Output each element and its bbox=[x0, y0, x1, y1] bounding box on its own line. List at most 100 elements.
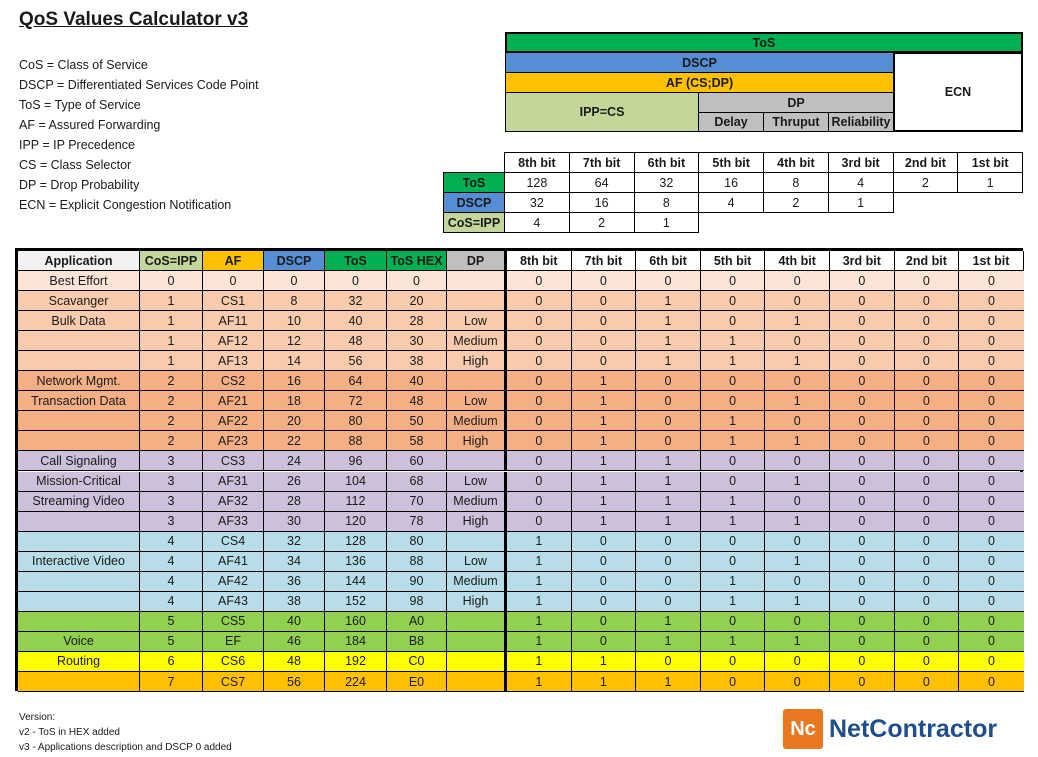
table-cell: 12 bbox=[264, 331, 325, 352]
column-header: 8th bit bbox=[507, 251, 572, 271]
table-cell: AF12 bbox=[203, 331, 264, 352]
table-cell: 88 bbox=[387, 551, 447, 572]
table-cell: 1 bbox=[700, 591, 766, 612]
table-cell: 0 bbox=[830, 672, 895, 693]
table-cell: 5 bbox=[140, 611, 203, 632]
application-cell bbox=[18, 511, 140, 532]
legend-item: ECN = Explicit Congestion Notification bbox=[19, 198, 232, 212]
application-cell: Network Mgmt. bbox=[18, 371, 140, 392]
weight-value: 4 bbox=[504, 212, 570, 233]
table-cell: 0 bbox=[894, 571, 960, 592]
table-cell: 0 bbox=[830, 391, 895, 412]
table-cell: 120 bbox=[325, 511, 387, 532]
table-cell: AF21 bbox=[203, 391, 264, 412]
table-cell: 0 bbox=[507, 371, 572, 392]
table-cell: High bbox=[447, 431, 507, 452]
weight-value: 1 bbox=[827, 192, 894, 213]
table-cell: 0 bbox=[700, 391, 766, 412]
table-cell: 1 bbox=[636, 451, 701, 472]
table-cell bbox=[447, 271, 507, 292]
table-cell: 0 bbox=[325, 271, 387, 292]
table-cell: AF22 bbox=[203, 411, 264, 432]
table-cell: 0 bbox=[507, 411, 572, 432]
diagram-dscp: DSCP bbox=[505, 52, 894, 73]
table-cell: 0 bbox=[959, 491, 1024, 512]
table-cell: 0 bbox=[507, 431, 572, 452]
table-cell: 1 bbox=[636, 471, 701, 492]
table-cell: 0 bbox=[830, 311, 895, 332]
table-cell: 0 bbox=[765, 651, 830, 672]
application-cell: Scavanger bbox=[18, 291, 140, 312]
table-cell: 0 bbox=[203, 271, 264, 292]
application-cell: Transaction Data bbox=[18, 391, 140, 412]
table-cell: 28 bbox=[387, 311, 447, 332]
table-cell: 0 bbox=[507, 311, 572, 332]
table-cell: 0 bbox=[700, 531, 766, 552]
table-cell: Medium bbox=[447, 571, 507, 592]
table-cell: 0 bbox=[765, 271, 830, 292]
table-cell: 58 bbox=[387, 431, 447, 452]
table-cell: 7 bbox=[140, 672, 203, 693]
table-cell: 0 bbox=[894, 271, 960, 292]
application-cell bbox=[18, 591, 140, 612]
table-cell: 1 bbox=[765, 351, 830, 372]
table-cell: 24 bbox=[264, 451, 325, 472]
table-cell: 1 bbox=[636, 331, 701, 352]
application-cell bbox=[18, 351, 140, 372]
table-cell: Low bbox=[447, 551, 507, 572]
table-cell: 2 bbox=[140, 391, 203, 412]
application-cell bbox=[18, 571, 140, 592]
table-cell: 0 bbox=[264, 271, 325, 292]
table-cell: 14 bbox=[264, 351, 325, 372]
table-cell: 0 bbox=[571, 551, 637, 572]
table-cell: 1 bbox=[700, 351, 766, 372]
table-cell: 96 bbox=[325, 451, 387, 472]
table-cell: CS6 bbox=[203, 651, 264, 672]
column-header: Application bbox=[18, 251, 140, 271]
table-cell bbox=[447, 291, 507, 312]
table-cell: 3 bbox=[140, 451, 203, 472]
table-cell: 1 bbox=[636, 291, 701, 312]
table-cell: 1 bbox=[765, 631, 830, 652]
table-cell: 0 bbox=[571, 351, 637, 372]
application-cell: Streaming Video bbox=[18, 491, 140, 512]
table-cell: 40 bbox=[325, 311, 387, 332]
table-cell: 0 bbox=[959, 411, 1024, 432]
table-cell: 4 bbox=[140, 571, 203, 592]
table-cell: 0 bbox=[959, 391, 1024, 412]
table-cell: 1 bbox=[140, 331, 203, 352]
table-cell: 0 bbox=[894, 391, 960, 412]
table-cell: 0 bbox=[959, 311, 1024, 332]
table-cell: B8 bbox=[387, 631, 447, 652]
table-cell: 1 bbox=[507, 571, 572, 592]
table-cell: 0 bbox=[765, 672, 830, 693]
table-cell: 1 bbox=[765, 591, 830, 612]
table-cell: 0 bbox=[894, 371, 960, 392]
bit-header: 2nd bit bbox=[892, 152, 959, 173]
table-cell: 0 bbox=[830, 591, 895, 612]
table-cell: 1 bbox=[636, 511, 701, 532]
legend-item: ToS = Type of Service bbox=[19, 98, 141, 112]
diagram-thruput: Thruput bbox=[763, 112, 829, 132]
table-cell: 1 bbox=[507, 672, 572, 693]
table-cell: 26 bbox=[264, 471, 325, 492]
column-header: 5th bit bbox=[700, 251, 766, 271]
table-cell: 60 bbox=[387, 451, 447, 472]
table-cell: 0 bbox=[700, 271, 766, 292]
table-cell: 0 bbox=[507, 471, 572, 492]
table-cell: AF33 bbox=[203, 511, 264, 532]
table-cell: Medium bbox=[447, 491, 507, 512]
table-cell: 1 bbox=[571, 411, 637, 432]
column-header: AF bbox=[203, 251, 264, 271]
table-cell: CS5 bbox=[203, 611, 264, 632]
table-cell: 0 bbox=[636, 391, 701, 412]
table-cell: 0 bbox=[636, 551, 701, 572]
table-cell: 0 bbox=[894, 351, 960, 372]
table-cell: 0 bbox=[700, 651, 766, 672]
table-cell: CS4 bbox=[203, 531, 264, 552]
table-cell bbox=[447, 672, 507, 693]
table-cell: CS3 bbox=[203, 451, 264, 472]
table-cell: 0 bbox=[636, 371, 701, 392]
table-cell: 0 bbox=[765, 291, 830, 312]
table-cell: 0 bbox=[636, 271, 701, 292]
